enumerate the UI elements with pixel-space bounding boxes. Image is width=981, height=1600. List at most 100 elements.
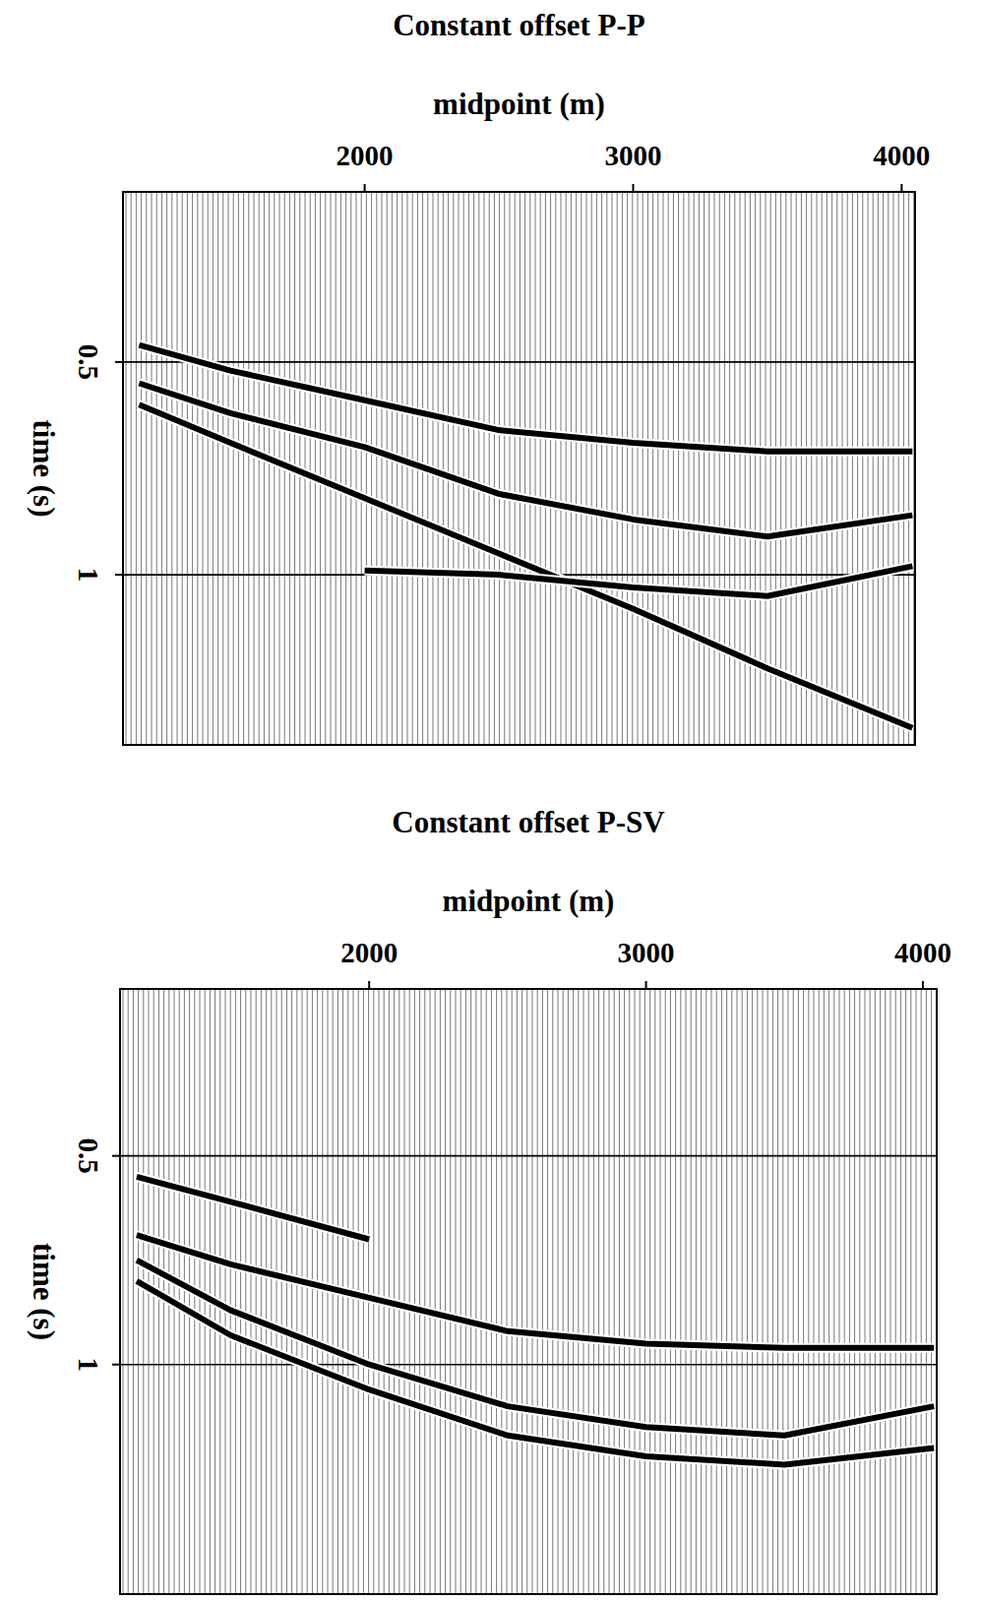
reflection-event — [365, 565, 914, 596]
trace-baseline — [270, 988, 272, 1595]
trace-baseline — [401, 191, 403, 745]
trace-baseline — [273, 191, 275, 745]
trace-baseline — [857, 191, 859, 745]
trace-baseline — [916, 988, 918, 1595]
trace-baseline — [649, 988, 651, 1595]
trace-baseline — [567, 988, 569, 1595]
trace-baseline — [493, 191, 495, 745]
trace-baseline — [434, 988, 436, 1595]
trace-baseline — [621, 191, 623, 745]
trace-baseline — [586, 191, 588, 745]
trace-baseline — [900, 988, 902, 1595]
trace-baseline — [207, 191, 209, 745]
trace-baseline — [797, 988, 799, 1595]
trace-baseline — [882, 191, 884, 745]
trace-baseline — [330, 191, 332, 745]
trace-baseline — [156, 191, 158, 745]
trace-baseline — [460, 988, 462, 1595]
trace-baseline — [168, 988, 170, 1595]
trace-baseline — [872, 191, 874, 745]
trace-baseline — [219, 988, 221, 1595]
trace-baseline — [309, 191, 311, 745]
trace-baseline — [596, 191, 598, 745]
trace-baseline — [654, 988, 656, 1595]
x-tick-label: 2000 — [336, 139, 394, 172]
trace-baseline — [802, 988, 804, 1595]
trace-baseline — [217, 191, 219, 745]
trace-baseline — [468, 191, 470, 745]
trace-baseline — [606, 191, 608, 745]
trace-baseline — [823, 988, 825, 1595]
trace-baseline — [765, 191, 767, 745]
trace-baseline — [340, 191, 342, 745]
trace-baseline — [137, 988, 139, 1595]
trace-baseline — [391, 191, 393, 745]
trace-baseline — [145, 191, 147, 745]
trace-baseline — [726, 988, 728, 1595]
plot-area — [122, 191, 916, 745]
trace-baseline — [770, 191, 772, 745]
trace-baseline — [238, 191, 240, 745]
trace-baseline — [179, 988, 181, 1595]
trace-baseline — [930, 988, 932, 1595]
trace-baseline — [324, 191, 326, 745]
trace-baseline — [306, 988, 308, 1595]
trace-baseline — [877, 191, 879, 745]
panel — [112, 981, 937, 1595]
trace-baseline — [142, 988, 144, 1595]
trace-baseline — [756, 988, 758, 1595]
trace-baseline — [130, 191, 132, 745]
trace-baseline — [719, 191, 721, 745]
trace-baseline — [209, 988, 211, 1595]
trace-baseline — [245, 988, 246, 1595]
trace-baseline — [545, 191, 547, 745]
trace-baseline — [721, 988, 723, 1595]
trace-baseline — [478, 191, 480, 745]
trace-baseline — [506, 988, 508, 1595]
trace-baseline — [847, 191, 849, 745]
trace-baseline — [535, 191, 537, 745]
trace-baseline — [551, 988, 553, 1595]
trace-baseline — [810, 191, 812, 745]
trace-baseline — [529, 191, 531, 745]
reflection-event — [136, 1281, 934, 1466]
trace-baseline — [637, 191, 639, 745]
trace-baseline — [695, 988, 697, 1595]
trace-baseline — [398, 988, 400, 1595]
trace-baseline — [583, 988, 585, 1595]
event-halo — [365, 565, 914, 596]
trace-baseline — [127, 988, 129, 1595]
trace-baseline — [196, 191, 198, 745]
trace-baseline — [729, 191, 731, 745]
trace-baseline — [429, 988, 431, 1595]
trace-baseline — [618, 988, 620, 1595]
reflection-event — [138, 404, 913, 729]
trace-baseline — [698, 191, 700, 745]
trace-baseline — [540, 191, 542, 745]
trace-baseline — [677, 191, 679, 745]
trace-baseline — [682, 191, 684, 745]
trace-baseline — [844, 988, 846, 1595]
trace-baseline — [879, 988, 881, 1595]
trace-baseline — [690, 988, 692, 1595]
trace-baseline — [489, 191, 491, 745]
trace-baseline — [311, 988, 313, 1595]
trace-baseline — [370, 191, 372, 745]
y-tick — [115, 573, 123, 576]
trace-baseline — [647, 191, 649, 745]
event-halo — [138, 345, 913, 452]
trace-baseline — [807, 988, 809, 1595]
trace-baseline — [905, 988, 907, 1595]
trace-baseline — [603, 988, 605, 1595]
trace-baseline — [836, 191, 838, 745]
trace-baseline — [890, 988, 892, 1595]
trace-baseline — [319, 191, 321, 745]
trace-baseline — [788, 988, 790, 1595]
trace-baseline — [514, 191, 516, 745]
trace-baseline — [796, 191, 798, 745]
trace-baseline — [663, 191, 665, 745]
trace-baseline — [243, 191, 245, 745]
trace-baseline — [839, 988, 841, 1595]
trace-baseline — [258, 191, 260, 745]
trace-baseline — [785, 191, 787, 745]
